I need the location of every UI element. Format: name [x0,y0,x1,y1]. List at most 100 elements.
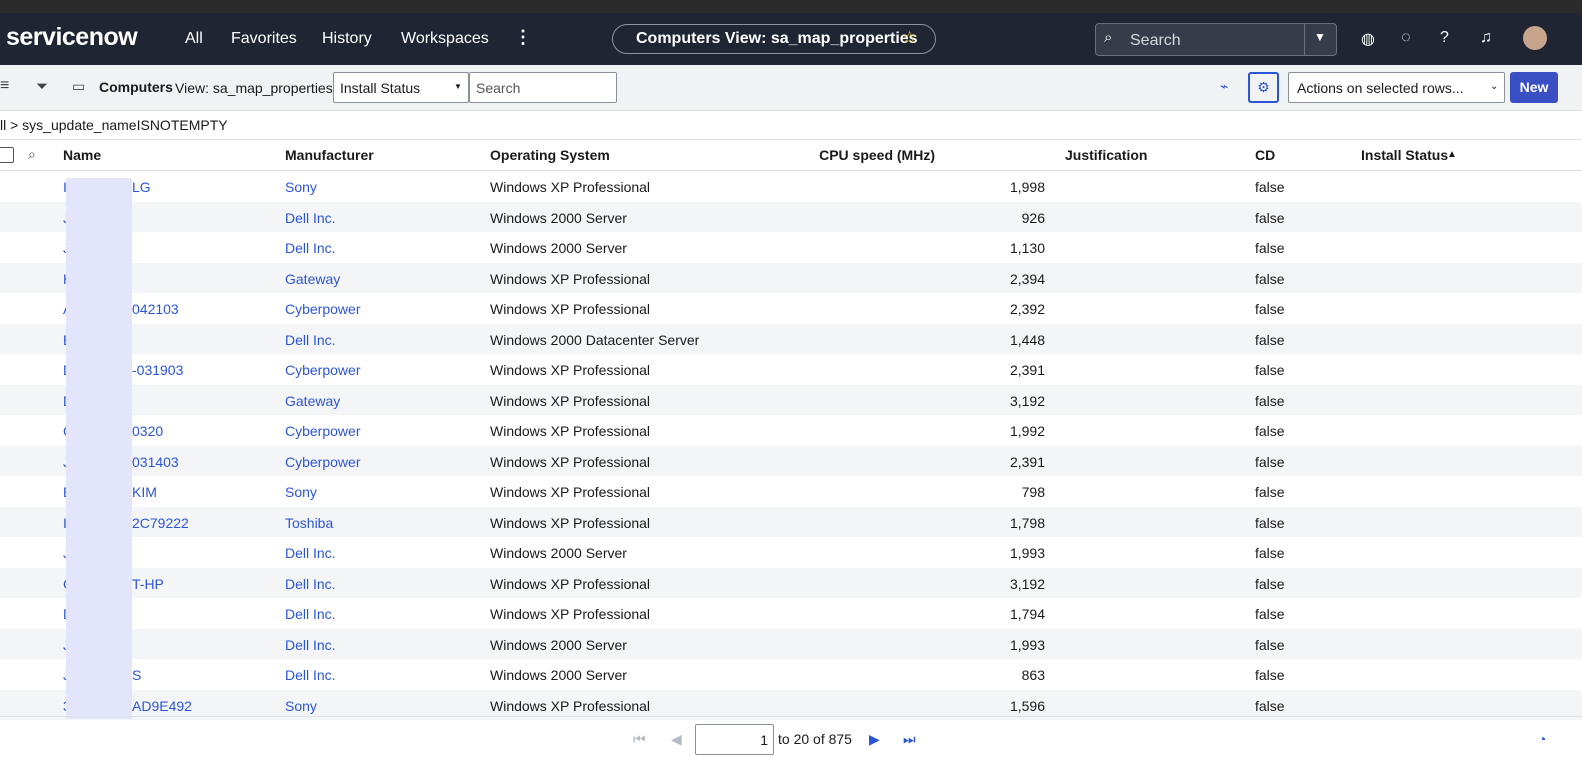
page-input[interactable] [695,724,774,755]
global-search[interactable] [1095,23,1337,56]
row [0,293,1582,324]
cd: false [1255,270,1285,287]
chat-icon[interactable]: ◌ [1401,29,1411,46]
cd: false [1255,179,1285,195]
name-end[interactable]: S [132,667,142,683]
name-end[interactable]: 042103 [132,301,179,317]
nav-item[interactable]: All [185,30,203,47]
manufacturer[interactable]: Dell Inc. [285,667,336,683]
manufacturer[interactable]: Cyberpower [285,453,361,470]
manufacturer[interactable]: Gateway [285,392,341,409]
settings-button[interactable]: ⚙ [1248,72,1279,103]
column-header: Operating System [490,147,610,163]
manufacturer[interactable]: Sony [285,179,317,195]
manufacturer[interactable]: Cyberpower [285,423,361,439]
cpu: 1,798 [1009,514,1045,531]
row [0,659,1582,690]
cpu: 2,392 [1009,301,1045,317]
manufacturer[interactable]: Cyberpower [285,301,361,317]
activity-icon[interactable]: ⌁ [1220,78,1229,94]
manufacturer[interactable]: Toshiba [285,514,334,531]
cd: false [1255,514,1285,531]
context-title: Computers View: sa_map_properties [636,30,918,47]
row [0,567,1582,598]
manufacturer[interactable]: Dell Inc. [285,545,336,561]
field-select-label: Install Status [340,80,421,96]
row [0,171,1582,202]
manufacturer[interactable]: Cyberpower [285,362,361,378]
avatar[interactable] [1523,26,1547,50]
globe-icon[interactable]: ◍ [1361,31,1375,48]
column-header: CD [1255,147,1276,163]
manufacturer[interactable]: Sony [285,697,317,714]
cpu: 2,394 [1009,270,1045,287]
os: Windows XP Professional [490,484,651,500]
cpu: 1,993 [1009,545,1045,561]
help-icon[interactable]: ? [1440,29,1449,46]
divider [1304,23,1305,56]
page-number: 1 [760,732,768,748]
nav-item[interactable]: History [322,30,372,47]
name-end[interactable]: 031403 [132,453,179,470]
cd: false [1255,545,1285,561]
row [0,384,1582,415]
search-dropdown[interactable]: ▼ [1314,30,1326,44]
actions-select[interactable] [1288,72,1505,103]
cpu: 1,992 [1009,423,1045,439]
more-menu[interactable]: ⋮ [514,27,532,47]
manufacturer[interactable]: Dell Inc. [285,209,336,226]
comment-icon[interactable]: ▭ [72,78,86,94]
manufacturer[interactable]: Dell Inc. [285,575,336,592]
timer-icon[interactable]: ◔ [1538,731,1547,747]
cpu: 926 [1021,209,1045,226]
row [0,415,1582,446]
name-end[interactable]: LG [132,179,151,195]
column-header: Justification [1065,147,1148,163]
nav-item[interactable]: Workspaces [401,30,489,47]
name-start[interactable]: I [63,179,67,195]
list-search[interactable] [469,72,617,103]
favorite-star[interactable]: ☆ [902,28,918,47]
breadcrumb[interactable]: ll > sys_update_nameISNOTEMPTY [0,117,228,133]
manufacturer[interactable]: Dell Inc. [285,606,336,622]
manufacturer[interactable]: Sony [285,484,317,500]
filter-icon[interactable]: ⏷ [36,78,49,95]
row [0,354,1582,385]
cd: false [1255,484,1285,500]
menu-icon[interactable]: ≡ [0,77,10,94]
search-placeholder: Search [1130,32,1181,49]
cd: false [1255,331,1285,348]
cpu: 3,192 [1009,392,1045,409]
os: Windows 2000 Server [490,667,627,683]
name-end[interactable]: 0320 [132,423,164,439]
name-end[interactable]: T-HP [132,575,164,592]
manufacturer[interactable]: Gateway [285,270,341,287]
manufacturer[interactable]: Dell Inc. [285,240,336,256]
list-title: Computers [99,79,173,95]
actions-label: Actions on selected rows... [1297,80,1464,96]
name-end[interactable]: -031903 [132,362,184,378]
logo[interactable]: servicenow [6,23,138,51]
next-page[interactable]: ▶ [869,731,880,747]
divider [0,716,1582,717]
prev-page[interactable]: ◀ [671,731,682,747]
row [0,598,1582,629]
field-select[interactable] [333,72,469,103]
cpu: 798 [1021,484,1045,500]
name-start[interactable]: I [63,514,67,531]
name-end[interactable]: KIM [132,484,157,500]
cpu: 1,998 [1009,179,1045,195]
manufacturer[interactable]: Dell Inc. [285,331,336,348]
bell-icon[interactable]: ♫ [1480,29,1492,46]
last-page[interactable]: ⏭ [903,731,916,747]
os: Windows XP Professional [490,301,651,317]
name-end[interactable]: AD9E492 [132,697,192,714]
cpu: 1,993 [1009,636,1045,653]
nav-item[interactable]: Favorites [231,30,297,47]
name-end[interactable]: 2C79222 [132,514,189,531]
os: Windows 2000 Server [490,240,627,256]
cpu: 2,391 [1009,362,1045,378]
manufacturer[interactable]: Dell Inc. [285,636,336,653]
new-button[interactable]: New [1510,72,1558,103]
first-page[interactable]: ⏮ [633,731,646,747]
